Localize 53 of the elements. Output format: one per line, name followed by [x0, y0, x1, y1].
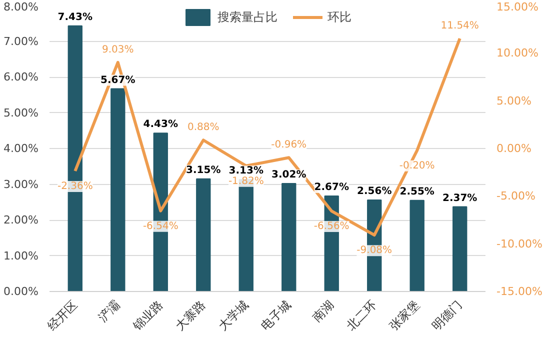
data-label: -0.20%: [399, 160, 435, 172]
y-tick-label: 4.00%: [4, 142, 39, 155]
data-label: -2.36%: [57, 181, 93, 192]
x-tick-label: 南湖: [310, 298, 337, 324]
y2-tick-label: 0.00%: [496, 142, 532, 155]
data-label: 5.67%: [100, 74, 136, 86]
y-tick-label: 3.00%: [4, 178, 39, 191]
y2-tick-label: -15.00%: [496, 285, 542, 298]
x-tick-label: 北二环: [344, 298, 380, 333]
data-label: -0.96%: [271, 140, 307, 151]
bar: [452, 206, 468, 292]
data-label: -6.54%: [142, 220, 178, 232]
y-tick-label: 0.00%: [4, 285, 39, 298]
x-tick-label: 浐灞: [96, 298, 123, 324]
bar: [196, 178, 211, 292]
legend-label: 搜索量占比: [218, 8, 278, 26]
bar: [282, 183, 296, 292]
y2-tick-label: -10.00%: [496, 237, 542, 250]
x-tick-label: 大学城: [216, 298, 252, 333]
y-tick-label: 7.00%: [4, 34, 39, 48]
data-label: -1.82%: [228, 176, 264, 187]
y-tick-label: 2.00%: [4, 214, 39, 226]
data-label: 2.67%: [314, 182, 349, 194]
y-tick-label: 1.00%: [4, 249, 39, 262]
y-tick-label: 8.00%: [4, 0, 39, 14]
data-label: 0.88%: [188, 122, 220, 134]
data-label: -6.56%: [314, 221, 350, 232]
data-label: 2.37%: [442, 192, 478, 204]
data-label: -9.08%: [356, 245, 392, 256]
y-tick-label: 6.00%: [4, 70, 39, 84]
legend-label: 环比: [328, 8, 352, 26]
y2-tick-label: -5.00%: [496, 190, 536, 203]
data-label: 11.54%: [440, 20, 479, 32]
x-tick-label: 明德门: [429, 298, 465, 333]
data-label: 2.55%: [400, 186, 434, 198]
x-tick-label: 经开区: [44, 298, 80, 333]
data-label: 2.56%: [357, 186, 392, 197]
data-label: 7.43%: [58, 12, 93, 23]
bar: [410, 200, 424, 292]
bar: [110, 88, 126, 292]
x-tick-label: 电子城: [258, 298, 294, 333]
x-tick-label: 锦业路: [130, 298, 166, 334]
data-label: 3.15%: [186, 164, 221, 176]
data-label: 9.03%: [102, 44, 134, 56]
data-label: 3.02%: [272, 170, 306, 181]
y2-tick-label: 10.00%: [496, 46, 538, 60]
x-tick-label: 大寨路: [172, 298, 208, 333]
y2-tick-label: 15.00%: [496, 0, 538, 14]
data-label: 3.13%: [228, 166, 264, 177]
y2-tick-label: 5.00%: [496, 94, 532, 108]
data-label: 4.43%: [143, 119, 178, 130]
x-tick-label: 张家堡: [386, 298, 422, 333]
y-tick-label: 5.00%: [4, 106, 39, 120]
